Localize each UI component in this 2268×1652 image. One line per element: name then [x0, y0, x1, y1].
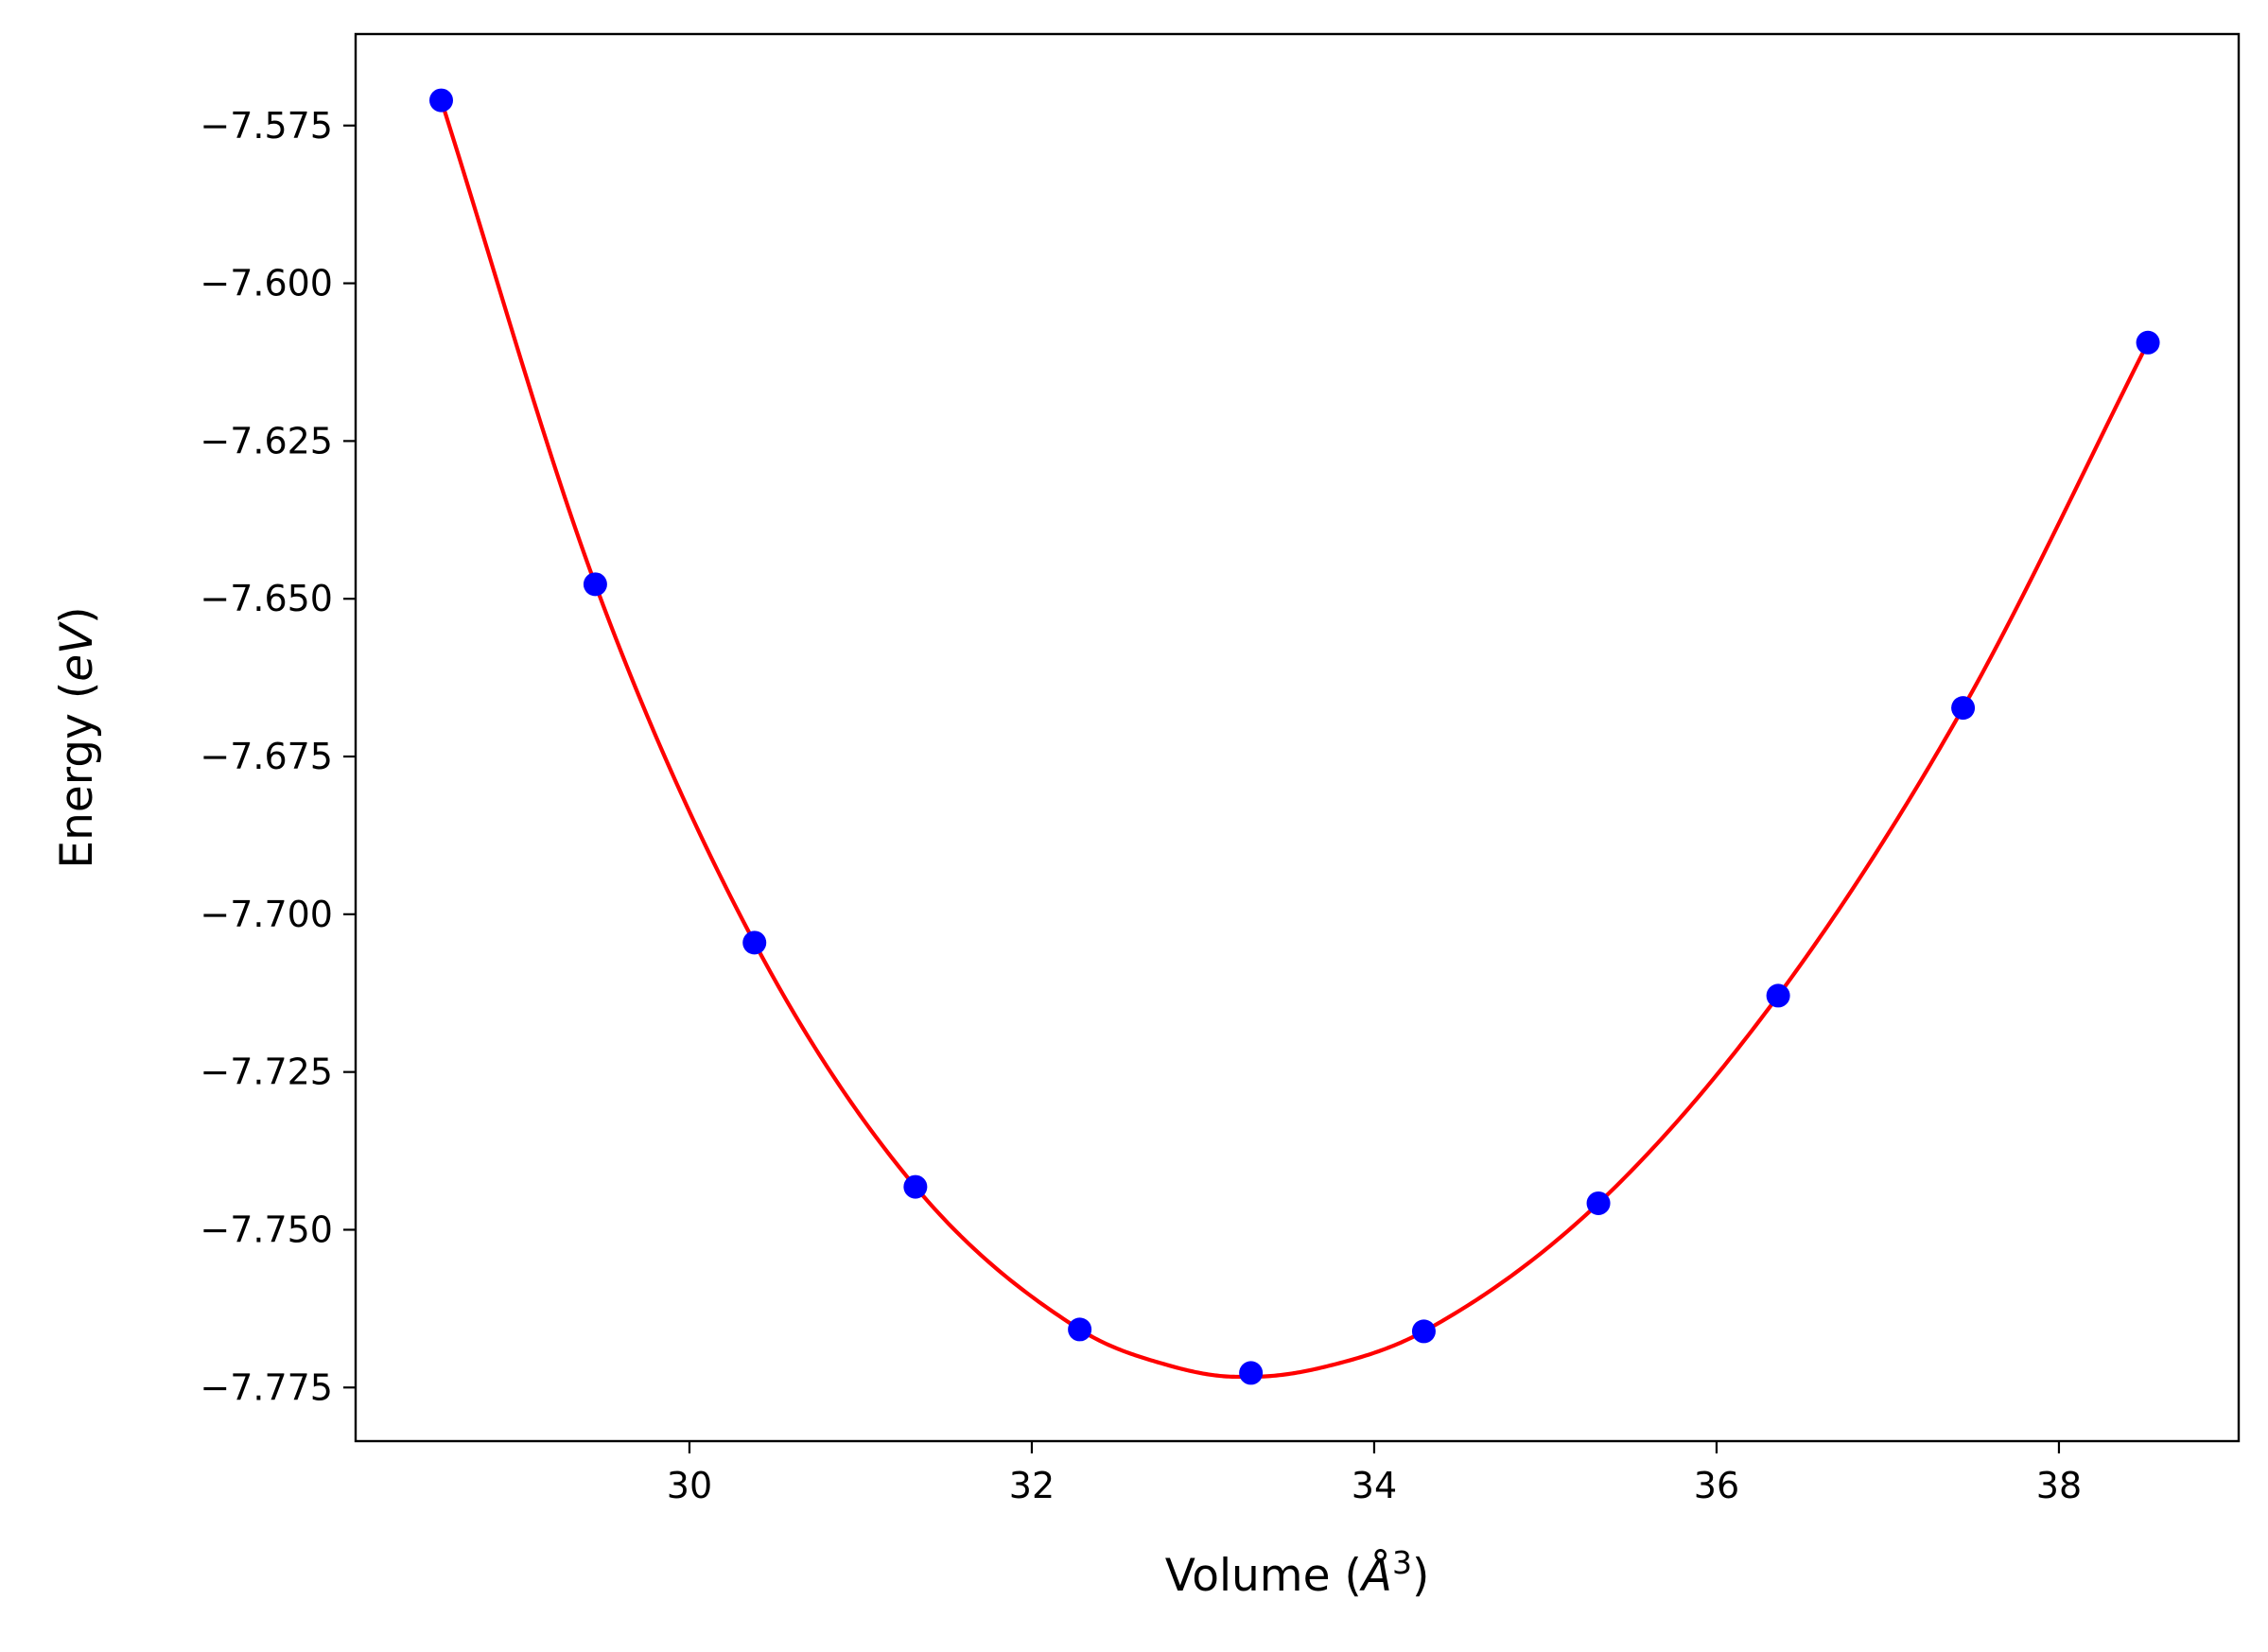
x-axis-label-suffix: )	[1412, 1550, 1429, 1602]
data-point	[1586, 1191, 1611, 1215]
x-axis-label-superscript: 3	[1392, 1544, 1412, 1581]
y-axis-label: Energy (eV)	[51, 606, 103, 868]
y-tick-label: −7.775	[200, 1366, 333, 1408]
x-tick-label: 38	[2036, 1465, 2082, 1506]
data-point	[742, 930, 767, 955]
data-point	[429, 88, 453, 113]
x-tick-label: 36	[1694, 1465, 1739, 1506]
data-point	[1411, 1319, 1436, 1344]
x-axis-label-prefix: Volume (	[1165, 1550, 1362, 1602]
x-tick-label: 30	[667, 1465, 712, 1506]
data-point	[2136, 330, 2160, 355]
y-tick-label: −7.575	[200, 105, 333, 147]
data-point	[1766, 983, 1790, 1008]
plot-area	[429, 88, 2160, 1385]
x-tick-label: 32	[1009, 1465, 1055, 1506]
y-tick-label: −7.600	[200, 263, 333, 304]
axes-frame	[354, 32, 2241, 1443]
y-axis-ticks: −7.575 −7.600 −7.625 −7.650 −7.675 −7.700 −7.7…	[200, 105, 356, 1408]
data-point	[903, 1174, 928, 1199]
y-axis-label-unit: eV	[51, 621, 103, 682]
y-tick-label: −7.625	[200, 420, 333, 461]
data-points-layer	[429, 88, 2160, 1385]
x-axis-ticks: 30 32 34 36 38	[667, 1441, 2082, 1506]
y-tick-label: −7.700	[200, 894, 333, 935]
data-point	[1068, 1317, 1092, 1342]
x-axis-label: Volume (Å3)	[1165, 1544, 1430, 1602]
data-point	[1239, 1361, 1264, 1385]
y-tick-label: −7.750	[200, 1209, 333, 1250]
y-tick-label: −7.725	[200, 1052, 333, 1093]
x-tick-label: 34	[1352, 1465, 1397, 1506]
y-axis-label-prefix: Energy (	[51, 682, 103, 869]
data-point	[583, 572, 607, 597]
data-point	[1951, 696, 1976, 721]
y-tick-label: −7.675	[200, 736, 333, 777]
y-tick-label: −7.650	[200, 578, 333, 619]
x-axis-label-symbol: Å	[1359, 1550, 1392, 1602]
y-axis-label-suffix: )	[51, 606, 103, 623]
